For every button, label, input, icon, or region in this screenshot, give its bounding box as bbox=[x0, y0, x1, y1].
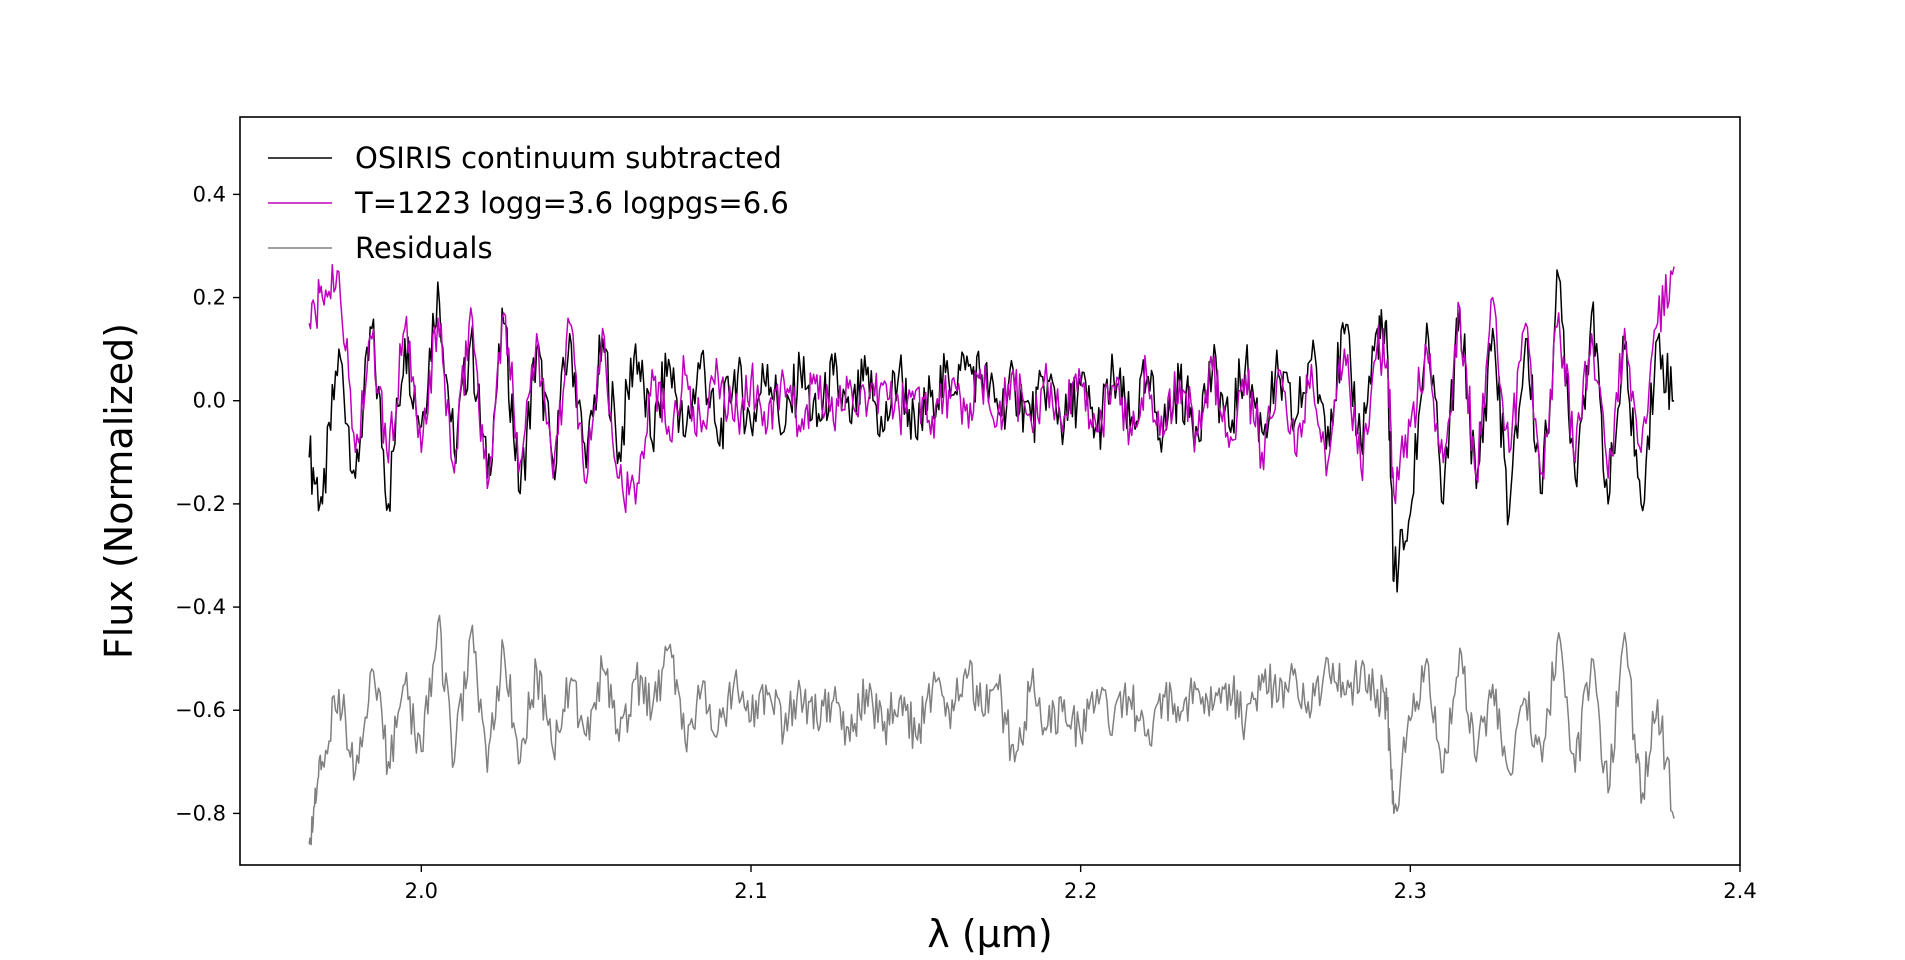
x-axis-ticks: 2.0 2.1 2.2 2.3 2.4 bbox=[405, 865, 1757, 903]
legend-label-2: T=1223 logg=3.6 logpgs=6.6 bbox=[354, 186, 789, 220]
x-tick-label: 2.2 bbox=[1064, 879, 1097, 903]
x-tick-label: 2.0 bbox=[405, 879, 438, 903]
x-tick-label: 2.4 bbox=[1723, 879, 1756, 903]
plot-frame bbox=[239, 116, 1741, 866]
series-layer bbox=[308, 263, 1675, 846]
x-tick-label: 2.1 bbox=[734, 879, 767, 903]
y-axis-label: Flux (Normalized) bbox=[97, 323, 141, 659]
y-tick-label: −0.6 bbox=[175, 698, 226, 722]
series-line-2 bbox=[308, 263, 1675, 514]
legend: OSIRIS continuum subtracted T=1223 logg=3… bbox=[268, 141, 789, 265]
legend-label-1: OSIRIS continuum subtracted bbox=[355, 141, 782, 175]
y-tick-label: −0.8 bbox=[175, 801, 226, 825]
y-tick-label: −0.2 bbox=[175, 492, 226, 516]
y-tick-label: −0.4 bbox=[175, 595, 226, 619]
legend-label-3: Residuals bbox=[355, 231, 493, 265]
y-tick-label: 0.4 bbox=[193, 182, 226, 206]
series-line-1 bbox=[308, 269, 1675, 593]
x-axis-label: λ (μm) bbox=[927, 912, 1052, 956]
y-tick-label: 0.0 bbox=[193, 389, 226, 413]
x-tick-label: 2.3 bbox=[1394, 879, 1427, 903]
y-tick-label: 0.2 bbox=[193, 286, 226, 310]
y-axis-ticks: 0.4 0.2 0.0 −0.2 −0.4 −0.6 −0.8 bbox=[175, 182, 240, 825]
series-line-3 bbox=[308, 614, 1675, 846]
